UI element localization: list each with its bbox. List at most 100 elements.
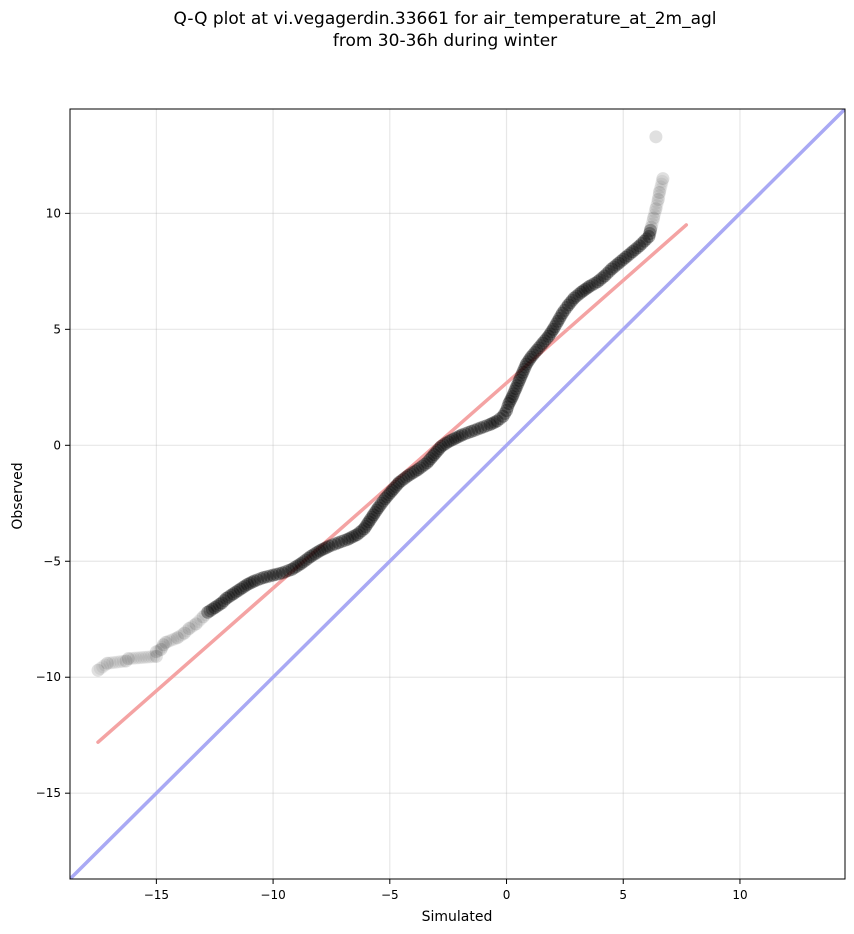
- qq-point: [522, 352, 536, 366]
- qq-point: [292, 558, 306, 572]
- qq-point: [448, 431, 462, 445]
- qq-point: [612, 256, 626, 270]
- qq-point: [166, 633, 180, 647]
- qq-point: [567, 291, 581, 305]
- qq-point: [600, 267, 614, 281]
- qq-point: [343, 531, 357, 545]
- qq-point: [561, 298, 575, 312]
- qq-point: [362, 515, 376, 529]
- qq-point: [341, 532, 355, 546]
- qq-point: [516, 365, 530, 379]
- qq-point: [565, 293, 579, 307]
- qq-point: [518, 360, 532, 374]
- qq-point: [201, 605, 215, 619]
- qq-point: [591, 275, 605, 289]
- identity-line: [70, 109, 845, 879]
- qq-point: [446, 432, 460, 446]
- qq-point: [519, 357, 533, 371]
- qq-point: [644, 220, 658, 234]
- qq-point: [490, 414, 504, 428]
- x-tick-label: 10: [732, 888, 747, 902]
- qq-point: [325, 538, 339, 552]
- qq-point: [576, 284, 590, 298]
- qq-point: [559, 301, 573, 315]
- qq-point: [106, 656, 120, 670]
- qq-point: [119, 654, 133, 668]
- qq-point: [378, 492, 392, 506]
- qq-point: [418, 457, 432, 471]
- qq-point: [431, 444, 445, 458]
- qq-point: [545, 325, 559, 339]
- qq-point: [427, 448, 441, 462]
- qq-point: [524, 350, 538, 364]
- qq-point: [282, 564, 296, 578]
- qq-point: [652, 189, 666, 203]
- qq-point: [502, 397, 516, 411]
- qq-point: [154, 642, 168, 656]
- qq-point: [655, 177, 669, 191]
- qq-point: [306, 548, 320, 562]
- qq-point: [385, 484, 399, 498]
- qq-point: [621, 249, 635, 263]
- qq-point: [453, 429, 467, 443]
- qq-point: [182, 622, 196, 636]
- qq-point: [251, 573, 265, 587]
- qq-point: [313, 544, 327, 558]
- qq-point: [231, 584, 245, 598]
- qq-point: [159, 635, 173, 649]
- qq-point: [548, 320, 562, 334]
- qq-point: [595, 271, 609, 285]
- qq-point: [370, 503, 384, 517]
- qq-point: [509, 381, 523, 395]
- qq-point: [461, 426, 475, 440]
- qq-point: [471, 422, 485, 436]
- qq-point: [91, 663, 105, 677]
- qq-point: [368, 506, 382, 520]
- qq-point: [272, 567, 286, 581]
- qq-point: [557, 303, 571, 317]
- qq-point: [598, 269, 612, 283]
- qq-point: [534, 339, 548, 353]
- qq-point: [605, 262, 619, 276]
- qq-point: [116, 654, 130, 668]
- qq-point: [129, 651, 143, 665]
- fit-line: [96, 223, 689, 744]
- qq-point: [132, 651, 146, 665]
- axis-ticks: −15 −10 −5 0 5 10 10 5 0 −5 −10 −15: [36, 206, 748, 902]
- qq-point: [515, 368, 529, 382]
- qq-point: [371, 501, 385, 515]
- qq-point: [299, 553, 313, 567]
- qq-point: [238, 579, 252, 593]
- qq-point: [455, 428, 469, 442]
- qq-point: [177, 626, 191, 640]
- qq-point: [263, 569, 277, 583]
- qq-point: [574, 285, 588, 299]
- qq-point: [649, 202, 663, 216]
- qq-point: [121, 652, 135, 666]
- qq-point: [493, 412, 507, 426]
- qq-point: [310, 545, 324, 559]
- qq-point: [411, 463, 425, 477]
- qq-point: [580, 281, 594, 295]
- qq-point: [257, 570, 271, 584]
- qq-point: [650, 199, 664, 213]
- x-tick-label: 0: [503, 888, 511, 902]
- qq-point: [468, 423, 482, 437]
- qq-point: [287, 561, 301, 575]
- qq-point: [623, 247, 637, 261]
- y-axis-label: Observed: [10, 462, 26, 529]
- qq-point: [189, 617, 203, 631]
- qq-point: [359, 519, 373, 533]
- qq-point: [647, 208, 661, 222]
- qq-point: [512, 373, 526, 387]
- y-tick-label: 10: [46, 206, 61, 220]
- qq-point: [429, 446, 443, 460]
- qq-point: [645, 217, 659, 231]
- qq-point: [503, 394, 517, 408]
- y-tick-label: 0: [53, 438, 61, 452]
- qq-point: [647, 211, 661, 225]
- qq-point: [217, 594, 231, 608]
- qq-point: [260, 570, 274, 584]
- qq-point: [496, 409, 510, 423]
- qq-point: [434, 439, 448, 453]
